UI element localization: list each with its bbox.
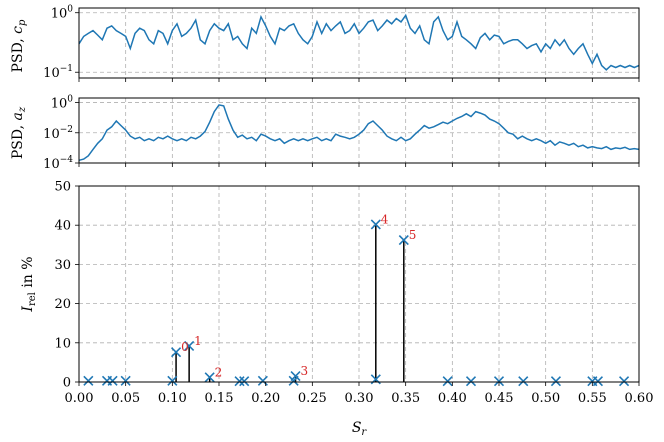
psd-cp-series [78,13,640,71]
irel-xtick-label: 0.00 [65,391,94,406]
irel-point-marker [184,340,195,352]
irel-mode-label: 3 [301,364,309,378]
irel-point-marker [465,376,477,387]
irel-mode-label: 1 [194,334,202,348]
psd-cp-ylabel: PSD, cp [10,19,28,72]
irel-ytick-label: 40 [54,219,71,234]
psd-az-ytick-label: 10−4 [43,155,73,172]
psd-cp-ytick-label: 10−1 [43,64,73,81]
psd-az-yticks: 100 10−2 10−4 [43,95,79,172]
irel-ytick-label: 0 [63,376,71,391]
irel-ylabel: Irel in % [20,256,38,312]
psd-cp-panel: 100 10−1 PSD, cp [10,5,640,82]
irel-xtick-label: 0.35 [391,391,420,406]
irel-xtick-label: 0.05 [111,391,140,406]
irel-grid [78,185,640,383]
irel-mode-label: 2 [215,365,223,379]
irel-mode-label: 4 [381,212,389,226]
irel-point-marker [107,375,118,386]
irel-point-marker [619,376,630,387]
psd-az-panel: 100 10−2 10−4 PSD, az [10,95,640,172]
psd-az-series [78,104,640,162]
psd-az-xticks [78,163,640,167]
irel-point-marker [398,235,409,246]
irel-ytick-label: 50 [54,180,71,195]
psd-az-grid [78,98,640,164]
irel-point-marker [493,376,505,387]
psd-cp-line [78,13,640,71]
irel-xtick-label: 0.50 [531,391,560,406]
psd-cp-grid [78,8,640,78]
psd-az-ytick-label: 100 [51,95,74,112]
irel-yticks: 0 10 20 30 40 50 [54,180,79,391]
irel-point-marker [120,375,131,386]
psd-cp-xticks [78,78,640,82]
irel-xtick-label: 0.25 [298,391,327,406]
irel-annotations: 0 1 2 3 4 5 [181,212,416,379]
irel-point-marker [290,371,301,382]
irel-ytick-label: 10 [54,336,71,351]
irel-point-marker [442,376,453,387]
irel-xticks: 0.00 0.05 0.10 0.15 0.20 0.25 0.30 0.35 0.40 0.45… [65,382,654,406]
irel-xtick-label: 0.20 [251,391,280,406]
irel-point-marker [550,376,561,387]
irel-ytick-label: 30 [54,258,71,273]
irel-point-marker [171,347,182,358]
irel-xlabel: Sr [352,420,368,438]
psd-az-ylabel: PSD, az [10,106,28,159]
psd-az-line [78,104,640,162]
irel-points [83,219,630,387]
irel-xtick-label: 0.60 [625,391,654,406]
irel-xtick-label: 0.40 [438,391,467,406]
irel-xtick-label: 0.10 [158,391,187,406]
irel-xtick-label: 0.15 [205,391,234,406]
irel-point-marker [167,375,178,386]
irel-point-marker [83,375,94,386]
irel-xtick-label: 0.30 [345,391,374,406]
irel-xtick-label: 0.45 [485,391,514,406]
psd-cp-ytick-label: 100 [51,5,74,22]
irel-point-marker [239,376,250,387]
irel-ytick-label: 20 [54,297,71,312]
irel-point-marker [204,372,215,383]
psd-cp-yticks: 100 10−1 [43,5,79,81]
irel-point-marker [370,219,381,230]
irel-mode-label: 0 [181,340,189,354]
irel-point-marker [234,376,245,387]
irel-point-marker [518,376,529,387]
irel-point-marker [592,376,603,387]
irel-mode-label: 5 [409,228,417,242]
irel-xtick-label: 0.55 [578,391,607,406]
psd-az-ytick-label: 10−2 [43,125,73,142]
